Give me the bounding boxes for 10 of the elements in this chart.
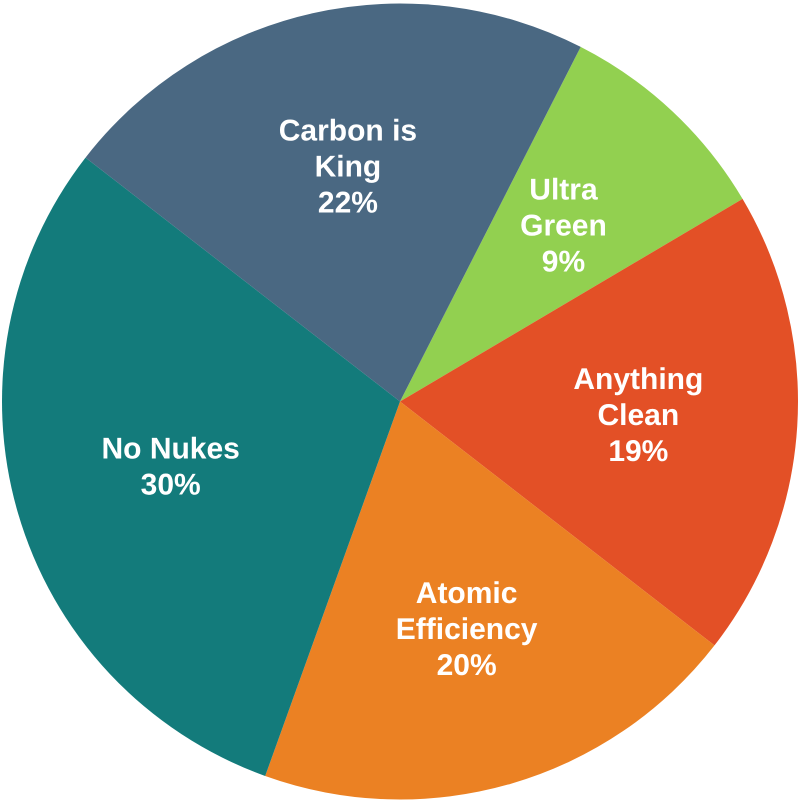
slice-label: Atomic Efficiency	[396, 577, 538, 646]
slice-label: Carbon is King	[278, 114, 418, 184]
data-label: 9%	[542, 246, 586, 279]
slice-label: Ultra Green	[520, 174, 607, 243]
data-label: 20%	[436, 649, 497, 682]
data-label: 19%	[608, 434, 668, 468]
data-label: 22%	[318, 186, 378, 220]
slice-label: Anything Clean	[573, 362, 704, 432]
data-label: 30%	[140, 468, 201, 502]
slice-label: No Nukes	[101, 432, 240, 466]
